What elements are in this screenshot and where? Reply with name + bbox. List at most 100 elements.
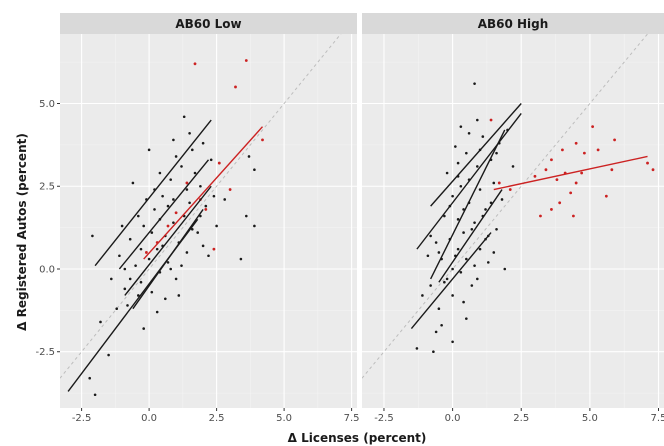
panels-layer: AB60 Low AB60 High (60, 13, 664, 408)
scatter-point-black (415, 347, 419, 350)
scatter-point-red (244, 59, 248, 62)
x-tick-label: -2.5 (374, 413, 394, 424)
scatter-point-black (492, 251, 496, 254)
scatter-point-black (440, 323, 443, 327)
scatter-point-black (456, 161, 460, 165)
scatter-point-black (118, 254, 121, 258)
scatter-point-black (177, 294, 181, 297)
scatter-point-black (500, 198, 504, 201)
scatter-point-black (172, 221, 175, 224)
scatter-point-black (253, 168, 256, 171)
scatter-point-red (166, 224, 170, 228)
reference-line (362, 34, 649, 379)
scatter-point-black (164, 297, 167, 301)
scatter-point-black (421, 294, 424, 297)
scatter-point-black (207, 254, 210, 258)
scatter-point-red (646, 161, 649, 165)
panel-strip-label: AB60 Low (175, 17, 241, 31)
scatter-point-black (150, 290, 154, 294)
x-tick-label: -2.5 (72, 413, 92, 424)
scatter-point-black (128, 237, 132, 241)
scatter-point-black (199, 184, 202, 188)
scatter-point-red (558, 201, 562, 205)
x-tick-label: 0.0 (445, 413, 461, 424)
fit-line-black (124, 185, 212, 296)
panel-strip (60, 13, 357, 34)
scatter-point-red (533, 174, 537, 178)
fit-line-black (416, 113, 522, 250)
scatter-point-black (476, 118, 479, 122)
x-tick-label: 0.0 (141, 413, 157, 424)
scatter-point-black (253, 224, 256, 228)
y-tick-label: 2.5 (39, 182, 55, 193)
x-tick-label: 7.5 (344, 413, 360, 424)
scatter-point-black (456, 218, 460, 221)
scatter-point-red (613, 138, 616, 142)
scatter-point-black (476, 165, 479, 168)
scatter-point-black (209, 158, 213, 162)
scatter-point-black (161, 194, 164, 198)
scatter-point-black (204, 204, 208, 208)
scatter-point-black (88, 376, 91, 380)
scatter-point-red (591, 125, 595, 129)
scatter-point-black (437, 251, 441, 254)
scatter-point-red (145, 251, 148, 254)
scatter-point-red (574, 141, 578, 145)
scatter-point-red (561, 148, 564, 152)
fit-line-black (410, 232, 492, 330)
scatter-point-black (93, 393, 97, 397)
scatter-point-red (544, 168, 548, 172)
scatter-point-black (180, 165, 183, 168)
scatter-point-black (172, 138, 175, 142)
scatter-point-black (451, 194, 454, 198)
fit-line-black (67, 218, 199, 392)
scatter-point-black (123, 287, 127, 291)
scatter-point-black (191, 148, 194, 152)
panel-plot-area (362, 34, 655, 379)
scatter-point-black (239, 257, 243, 261)
scatter-point-black (201, 244, 205, 248)
scatter-point-black (454, 145, 457, 148)
scatter-point-red (204, 208, 208, 211)
scatter-point-black (476, 277, 479, 281)
scatter-point-black (128, 277, 132, 281)
panel-plot-area (60, 34, 342, 397)
scatter-point-black (166, 261, 170, 264)
scatter-point-black (188, 201, 191, 205)
scatter-point-red (489, 118, 493, 122)
scatter-point-black (150, 231, 154, 234)
scatter-point-black (495, 151, 498, 155)
scatter-point-black (126, 304, 129, 307)
fit-line-black (94, 119, 212, 267)
scatter-point-black (169, 267, 172, 271)
scatter-point-black (182, 115, 186, 119)
x-tick-label: 7.5 (651, 413, 664, 424)
scatter-point-black (115, 307, 118, 311)
scatter-point-black (470, 227, 474, 231)
scatter-point-black (99, 320, 102, 324)
x-tick-label: 5.0 (582, 413, 598, 424)
fit-line-red (143, 126, 264, 260)
scatter-point-black (91, 234, 94, 238)
scatter-point-black (199, 214, 202, 218)
fit-line-black (438, 189, 503, 283)
scatter-point-red (234, 85, 237, 89)
scatter-point-black (462, 300, 465, 304)
scatter-point-black (123, 267, 127, 271)
scatter-point-black (169, 178, 172, 181)
y-tick-label: 0.0 (39, 264, 55, 275)
scatter-point-black (137, 214, 140, 218)
scatter-point-black (445, 171, 449, 175)
scatter-point-black (473, 82, 476, 85)
scatter-point-black (142, 327, 145, 330)
scatter-point-black (434, 241, 438, 244)
scatter-point-black (478, 247, 482, 251)
scatter-point-red (550, 158, 553, 162)
scatter-point-black (481, 135, 485, 138)
scatter-point-black (432, 350, 435, 354)
scatter-point-black (158, 171, 162, 175)
scatter-point-black (188, 131, 191, 135)
scatter-point-black (486, 261, 490, 264)
scatter-point-black (185, 251, 189, 254)
